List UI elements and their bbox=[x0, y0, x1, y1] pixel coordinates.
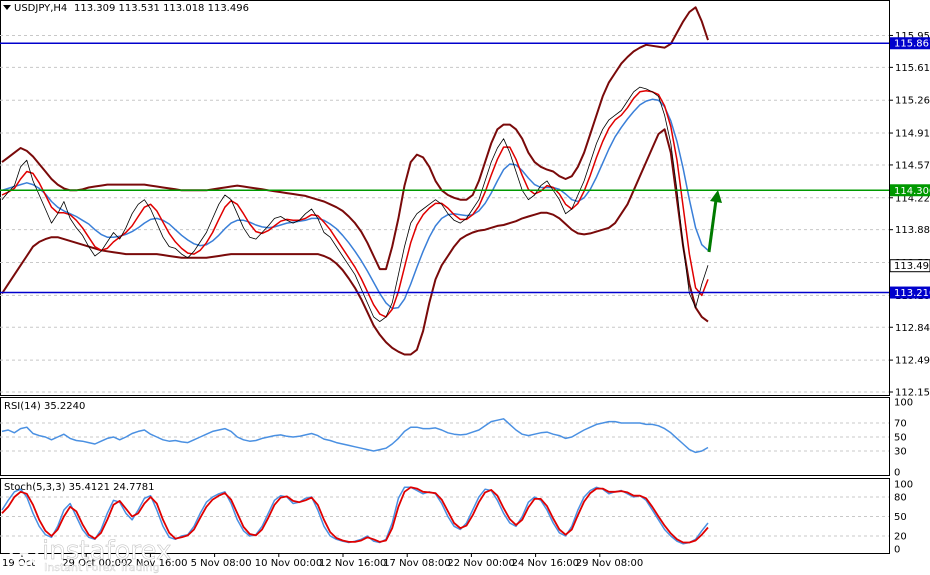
x-tick-label: 29 Nov 08:00 bbox=[576, 558, 643, 569]
time-axis: 19 Oct 29 Oct 00:002 Nov 16:00 5 Nov 08:00… bbox=[2, 553, 643, 569]
rsi-grid bbox=[0, 422, 889, 452]
x-tick-label: 5 Nov 08:00 bbox=[191, 558, 252, 569]
rsi-line bbox=[1, 418, 709, 454]
slow-ma-line bbox=[1, 98, 709, 310]
symbol-label: USDJPY,H4 bbox=[14, 3, 67, 14]
ohlc-readout: 113.309 113.531 113.018 113.496 bbox=[74, 3, 249, 14]
x-tick-label: 29 Oct 00:00 bbox=[62, 558, 127, 569]
level-label-box bbox=[890, 286, 930, 299]
level-label: 114.300 bbox=[894, 186, 930, 197]
up-arrow-annotation bbox=[707, 190, 722, 253]
current-price-label: 113.496 bbox=[894, 261, 930, 272]
moving-averages bbox=[1, 86, 709, 323]
stoch-label: Stoch(5,3,3) 35.4121 24.7781 bbox=[4, 482, 155, 493]
rsi-tick-label: 0 bbox=[894, 468, 900, 479]
x-tick-label: 10 Nov 00:00 bbox=[255, 558, 322, 569]
stoch-signal-line bbox=[1, 486, 709, 544]
x-tick-label: 2 Nov 16:00 bbox=[126, 558, 187, 569]
rsi-tick-label: 70 bbox=[894, 419, 907, 430]
price-tick-label: 112.150 bbox=[895, 388, 930, 399]
price-tick-label: 114.570 bbox=[895, 160, 930, 171]
instaforex-logo: instaforex Instant Forex Trading bbox=[9, 536, 172, 574]
rsi-tick-label: 50 bbox=[894, 433, 907, 444]
price-close-line bbox=[1, 86, 709, 323]
stoch-tick-label: 100 bbox=[894, 480, 913, 491]
fast-ma-line bbox=[1, 90, 709, 318]
level-label-box bbox=[890, 184, 930, 197]
watermark-tagline: Instant Forex Trading bbox=[44, 561, 160, 574]
x-tick-label: 22 Nov 00:00 bbox=[447, 558, 514, 569]
x-tick-label: 17 Nov 08:00 bbox=[383, 558, 450, 569]
stoch-grid bbox=[0, 496, 889, 537]
rsi-tick-label: 100 bbox=[894, 398, 913, 409]
rsi-line-path bbox=[1, 418, 709, 454]
stoch-tick-label: 50 bbox=[894, 512, 907, 523]
level-lines: 115.867 114.300 113.210 113.496 bbox=[0, 37, 930, 299]
lower-band-line bbox=[1, 128, 709, 356]
rsi-label: RSI(14) 35.2240 bbox=[4, 401, 85, 412]
rsi-tick-label: 30 bbox=[894, 447, 907, 458]
level-label: 115.867 bbox=[894, 39, 930, 50]
stoch-tick-label: 20 bbox=[894, 532, 907, 543]
price-tick-label: 112.490 bbox=[895, 356, 930, 367]
price-grid bbox=[0, 34, 889, 393]
rsi-axis: 100 70 50 30 0 bbox=[894, 398, 913, 479]
x-tick-label: 12 Nov 16:00 bbox=[319, 558, 386, 569]
bollinger-bands bbox=[1, 6, 709, 356]
stoch-tick-label: 0 bbox=[894, 545, 900, 556]
upper-band-line bbox=[1, 6, 709, 271]
price-tick-label: 113.880 bbox=[895, 225, 930, 236]
stoch-tick-label: 80 bbox=[894, 493, 907, 504]
dropdown-triangle-icon[interactable] bbox=[3, 5, 11, 10]
price-tick-label: 115.260 bbox=[895, 96, 930, 107]
price-tick-label: 114.220 bbox=[895, 193, 930, 204]
price-tick-label: 115.610 bbox=[895, 63, 930, 74]
watermark-brand: instaforex bbox=[42, 536, 171, 566]
stoch-lines bbox=[1, 486, 709, 545]
current-price-box bbox=[889, 259, 930, 273]
price-tick-label: 112.840 bbox=[895, 323, 930, 334]
level-label-box bbox=[890, 37, 930, 50]
level-label: 113.210 bbox=[894, 288, 930, 299]
stoch-axis: 100 80 50 20 0 bbox=[894, 480, 913, 556]
price-tick-label: 114.910 bbox=[895, 129, 930, 140]
x-tick-label: 24 Nov 16:00 bbox=[512, 558, 579, 569]
price-tick-label: 115.950 bbox=[895, 31, 930, 42]
